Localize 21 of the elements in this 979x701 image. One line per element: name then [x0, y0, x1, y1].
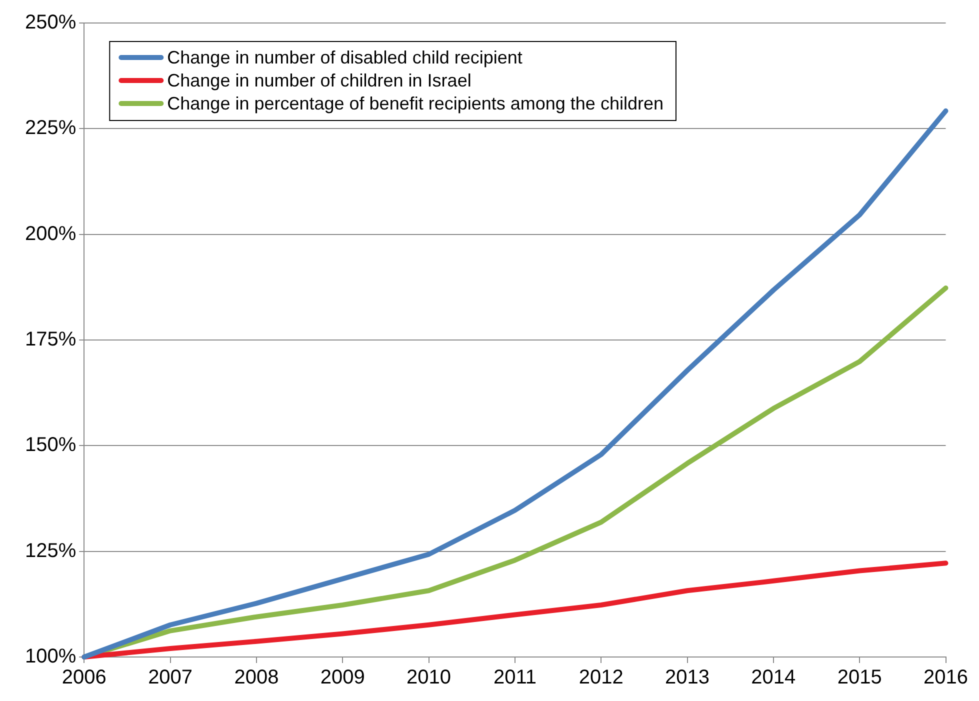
x-tick-label: 2015	[837, 666, 882, 689]
x-tick-label: 2013	[665, 666, 710, 689]
y-tick-label: 175%	[24, 328, 76, 351]
legend-label: Change in number of disabled child recipient	[167, 47, 522, 68]
x-tick-label: 2012	[578, 666, 624, 689]
x-tick-label: 2009	[320, 666, 365, 689]
x-tick-label: 2011	[493, 666, 536, 689]
legend-label: Change in percentage of benefit recipients among the children	[167, 93, 664, 114]
y-tick-label: 100%	[24, 646, 76, 668]
y-tick-label: 125%	[24, 540, 76, 562]
y-tick-label: 150%	[24, 434, 76, 456]
legend-label: Change in number of children in Israel	[167, 70, 472, 90]
x-tick-label: 2016	[924, 666, 968, 689]
y-tick-label: 250%	[24, 12, 76, 34]
x-tick-label: 2006	[62, 666, 106, 689]
y-tick-label: 225%	[24, 117, 76, 140]
x-tick-label: 2007	[148, 666, 193, 689]
x-tick-label: 2010	[406, 666, 452, 689]
x-tick-label: 2014	[751, 666, 796, 689]
y-tick-label: 200%	[24, 222, 76, 245]
x-tick-label: 2008	[234, 666, 279, 689]
